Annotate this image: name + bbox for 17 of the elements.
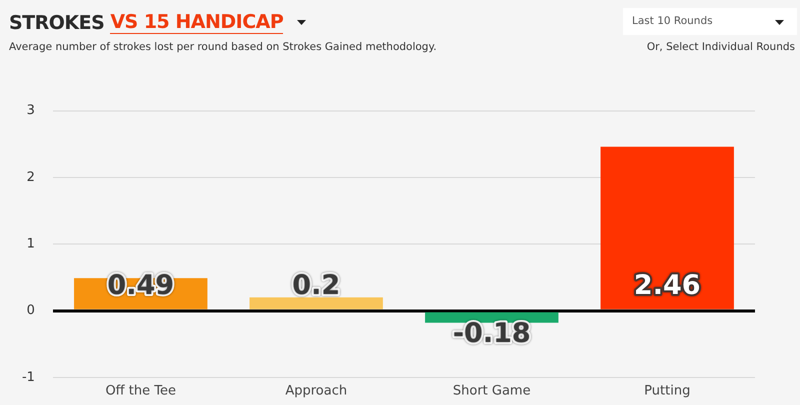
x-tick-label: Putting — [644, 384, 690, 399]
x-tick-label: Short Game — [452, 384, 531, 399]
text: Last 10 Rounds — [623, 8, 797, 35]
y-tick-label: 1 — [26, 236, 35, 252]
data-label: 0.49 — [107, 270, 174, 301]
y-tick-label: -1 — [22, 370, 35, 385]
chart-subtitle: Average number of strokes lost per round based on Strokes Gained methodology. — [9, 41, 437, 53]
x-tick-label: Approach — [285, 384, 348, 399]
data-label: 0.2 — [292, 270, 340, 301]
y-tick-label: 0 — [26, 303, 35, 318]
y-tick-label: 2 — [26, 170, 35, 185]
chart-title: STROKES VS 15 HANDICAP — [9, 11, 284, 34]
x-tick-label: Off the Tee — [105, 384, 176, 399]
data-label: -0.18 — [452, 318, 531, 349]
text: Or, Select Individual Rounds — [646, 41, 795, 53]
y-tick-label: 3 — [26, 103, 35, 118]
data-label: 2.46 — [634, 270, 701, 301]
